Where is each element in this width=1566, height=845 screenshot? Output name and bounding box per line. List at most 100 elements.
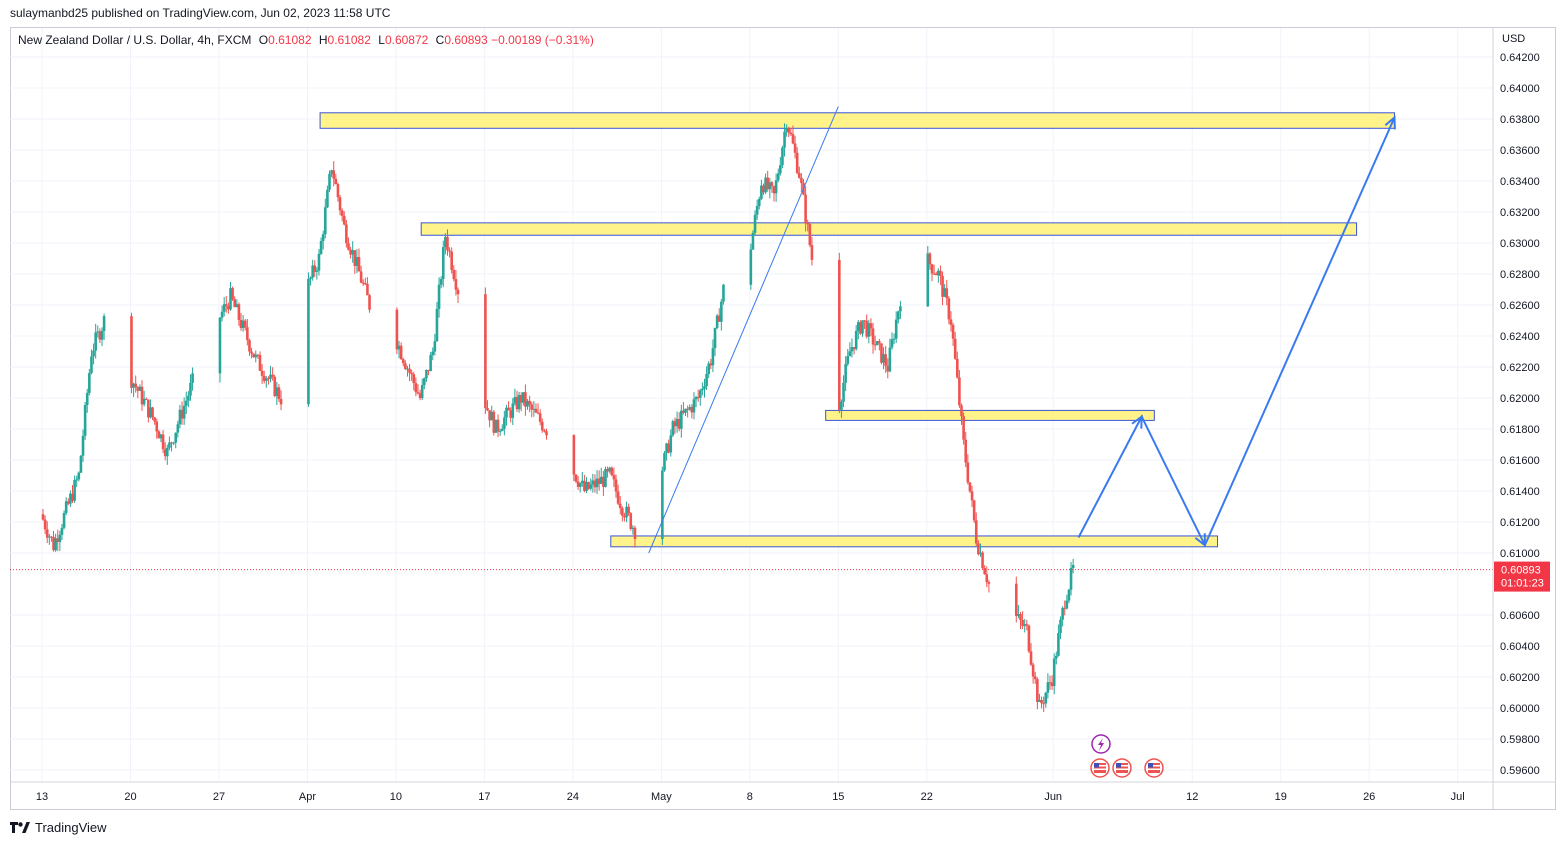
candle-body: [41, 514, 45, 520]
candle-body: [361, 282, 365, 284]
candle-body: [439, 279, 443, 285]
y-tick-label: 0.63400: [1500, 176, 1540, 188]
candle-body: [947, 298, 951, 320]
drawing-layer: [10, 106, 1493, 571]
candle-body: [1057, 633, 1060, 656]
candle-body: [492, 411, 496, 433]
zone-layer: [319, 112, 1395, 548]
candle-body: [625, 506, 628, 518]
candle-body: [538, 413, 542, 422]
candle-body: [686, 408, 689, 410]
zone-rectangle: [825, 409, 1155, 421]
candle-body: [534, 408, 538, 413]
candle-body: [623, 515, 626, 518]
candle-body: [269, 374, 272, 379]
candle-body: [846, 356, 850, 365]
candle-body: [180, 409, 184, 419]
x-tick-label: 26: [1363, 791, 1375, 803]
candle-body: [81, 435, 85, 456]
x-tick-label: Jun: [1044, 791, 1062, 803]
candle-body: [772, 186, 776, 194]
y-tick-label: 0.60200: [1500, 672, 1540, 684]
candle-body: [610, 467, 614, 476]
candle-body: [884, 354, 887, 366]
x-tick-label: 10: [390, 791, 402, 803]
candle-body: [629, 513, 633, 530]
candle-body: [456, 289, 460, 295]
candle-body: [840, 401, 843, 410]
candle-body: [631, 527, 635, 530]
symbol-name[interactable]: New Zealand Dollar / U.S. Dollar, 4h, FX…: [18, 33, 252, 47]
candle-body: [684, 408, 687, 413]
candle-body: [800, 177, 803, 184]
candle-body: [591, 480, 595, 485]
candle-body: [437, 284, 441, 310]
candle-body: [958, 377, 961, 406]
candle-body: [182, 405, 186, 419]
candle-body: [256, 354, 260, 356]
candle-body: [1061, 607, 1064, 620]
candle-body: [953, 338, 957, 359]
candle-body: [599, 476, 603, 484]
candle-body: [852, 347, 856, 350]
candle-body: [450, 251, 453, 270]
candle-body: [981, 552, 984, 569]
low-label: L: [378, 33, 385, 47]
x-tick-label: 12: [1186, 791, 1198, 803]
candle-body: [698, 390, 702, 398]
candle-body: [353, 250, 357, 266]
grid-layer: [10, 28, 1493, 782]
candle-body: [149, 407, 152, 418]
open-label: O: [258, 33, 269, 47]
candle-body: [574, 474, 578, 482]
candle-body: [1046, 682, 1050, 693]
candle-body: [749, 249, 753, 285]
candle-body: [972, 500, 976, 521]
candle-body: [665, 443, 668, 454]
candle-body: [351, 250, 354, 255]
candle-body: [762, 185, 765, 193]
candle-body: [793, 143, 797, 153]
candle-body: [621, 508, 624, 516]
candle-body: [694, 397, 698, 400]
y-tick-label: 0.59800: [1500, 734, 1540, 746]
candle-body: [90, 356, 93, 374]
candle-body: [1014, 583, 1018, 616]
candle-body: [878, 341, 881, 344]
x-tick-label: 19: [1275, 791, 1287, 803]
candle-body: [766, 177, 769, 190]
candle-body: [1027, 625, 1031, 652]
candle-body: [412, 374, 416, 384]
candle-body: [498, 430, 502, 432]
y-tick-label: 0.60000: [1500, 703, 1540, 715]
candle-body: [50, 536, 53, 538]
candle-body: [966, 462, 970, 483]
candle-body: [408, 368, 411, 373]
candle-body: [951, 324, 955, 339]
candle-body: [176, 424, 180, 433]
candle-body: [690, 407, 694, 413]
candle-body: [218, 317, 222, 374]
candle-body: [888, 347, 892, 372]
candle-body: [229, 288, 232, 310]
tradingview-logo[interactable]: TradingView: [10, 820, 107, 835]
candle-body: [315, 270, 319, 272]
candle-body: [328, 173, 331, 190]
candle-body: [720, 301, 723, 322]
candle-body: [804, 194, 807, 224]
y-tick-label: 0.61400: [1500, 486, 1540, 498]
candle-body: [675, 418, 679, 427]
candle-body: [189, 382, 192, 396]
x-tick-label: 17: [478, 791, 490, 803]
candle-body: [806, 223, 810, 225]
candle-body: [250, 351, 253, 354]
candle-body: [722, 284, 725, 302]
candle-body: [608, 467, 611, 472]
candle-body: [397, 345, 401, 350]
candle-body: [490, 411, 494, 421]
candle-body: [172, 442, 175, 444]
currency-label[interactable]: USD: [1502, 33, 1526, 45]
change-value: −0.00189 (−0.31%): [491, 33, 594, 47]
trendline: [648, 106, 839, 554]
